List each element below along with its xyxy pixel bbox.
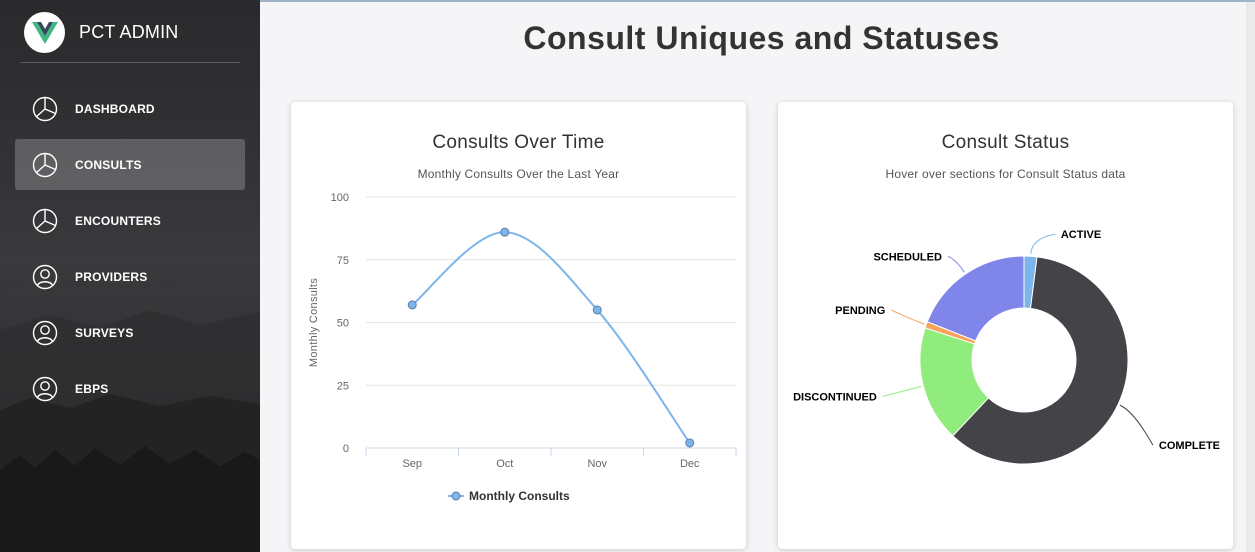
data-label: COMPLETE xyxy=(1159,440,1220,452)
legend-marker xyxy=(451,491,461,501)
user-icon xyxy=(31,319,59,347)
line-chart-subtitle: Monthly Consults Over the Last Year xyxy=(417,167,620,181)
sidebar-item-providers[interactable]: PROVIDERS xyxy=(15,251,245,302)
data-point[interactable] xyxy=(685,438,695,448)
x-tick-label: Oct xyxy=(496,458,513,470)
donut-chart[interactable]: ACTIVE COMPLETE DISCONTINUED PENDING SCHEDUL… xyxy=(778,102,1233,549)
x-tick-label: Sep xyxy=(402,458,422,470)
consult-status-card: Consult Status Hover over sections for C… xyxy=(778,102,1233,549)
data-point[interactable] xyxy=(592,305,602,315)
donut-chart-subtitle: Hover over sections for Consult Status d… xyxy=(885,167,1126,181)
background-landscape xyxy=(0,272,260,552)
donut-slice-scheduled[interactable] xyxy=(926,255,1025,342)
data-point[interactable] xyxy=(500,227,510,237)
sidebar-item-label: DASHBOARD xyxy=(75,101,155,116)
line-chart-title: Consults Over Time xyxy=(432,132,605,153)
sidebar-item-dashboard[interactable]: DASHBOARD xyxy=(15,83,245,134)
consults-over-time-card: Consults Over Time Monthly Consults Over… xyxy=(291,102,746,549)
brand-divider xyxy=(20,62,240,63)
sidebar-item-surveys[interactable]: SURVEYS xyxy=(15,307,245,358)
data-label: ACTIVE xyxy=(1061,229,1101,241)
connector-line xyxy=(1119,404,1154,446)
y-tick-label: 50 xyxy=(337,318,349,330)
sidebar: PCT ADMIN DASHBOARD CONSULTS ENCOUNTERS PRO… xyxy=(0,0,260,552)
sidebar-item-ebps[interactable]: EBPS xyxy=(15,363,245,414)
top-border xyxy=(260,0,1255,2)
donut-chart-title: Consult Status xyxy=(941,132,1070,153)
donut-slice-complete[interactable] xyxy=(952,256,1129,465)
sidebar-item-consults[interactable]: CONSULTS xyxy=(15,139,245,190)
x-tick-label: Dec xyxy=(680,458,700,470)
y-tick-label: 100 xyxy=(331,192,349,204)
sidebar-item-label: SURVEYS xyxy=(75,325,134,340)
y-tick-label: 0 xyxy=(343,443,349,455)
sidebar-item-label: EBPS xyxy=(75,381,109,396)
scrollbar[interactable] xyxy=(1246,2,1255,552)
sidebar-item-label: CONSULTS xyxy=(75,157,142,172)
vue-logo-icon xyxy=(24,12,65,53)
pie-chart-icon xyxy=(31,207,59,235)
x-tick-label: Nov xyxy=(587,458,607,470)
connector-line xyxy=(1030,233,1055,255)
series-line xyxy=(411,231,691,444)
page-title: Consult Uniques and Statuses xyxy=(523,20,1000,56)
sidebar-item-label: PROVIDERS xyxy=(75,269,148,284)
brand[interactable]: PCT ADMIN xyxy=(24,12,178,53)
connector-line xyxy=(947,255,965,273)
line-chart[interactable]: 0 25 50 75 100 Sep Oct Nov Dec Monthly Consults Mo… xyxy=(291,102,746,549)
legend-label: Monthly Consults xyxy=(469,489,570,503)
data-point[interactable] xyxy=(407,300,417,310)
pie-chart-icon xyxy=(31,95,59,123)
y-tick-label: 25 xyxy=(337,380,349,392)
app-title: PCT ADMIN xyxy=(79,22,179,42)
user-icon xyxy=(31,375,59,403)
y-tick-label: 75 xyxy=(337,255,349,267)
legend-item[interactable]: Monthly Consults xyxy=(448,489,570,503)
data-label: SCHEDULED xyxy=(873,251,942,263)
sidebar-item-label: ENCOUNTERS xyxy=(75,213,162,228)
data-label: DISCONTINUED xyxy=(793,391,877,403)
connector-line xyxy=(891,309,925,325)
sidebar-nav: DASHBOARD CONSULTS ENCOUNTERS PROVIDERS SURV… xyxy=(15,83,245,419)
pie-chart-icon xyxy=(31,151,59,179)
connector-line xyxy=(882,385,922,397)
data-label: PENDING xyxy=(835,305,885,317)
y-axis-title: Monthly Consults xyxy=(308,278,320,367)
sidebar-item-encounters[interactable]: ENCOUNTERS xyxy=(15,195,245,246)
user-icon xyxy=(31,263,59,291)
